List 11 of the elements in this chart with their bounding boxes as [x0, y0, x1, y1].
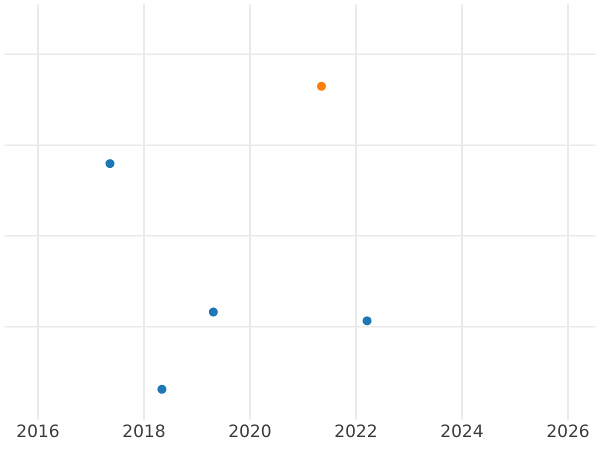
x-tick-label: 2018 [122, 422, 166, 442]
x-tick-label: 2026 [546, 422, 590, 442]
point [157, 384, 166, 394]
point [316, 82, 326, 91]
x-tick-label: 2020 [228, 422, 272, 442]
point [362, 316, 372, 326]
point [105, 159, 114, 168]
x-tick-label: 2024 [440, 422, 484, 442]
x-tick-label: 2022 [334, 422, 378, 442]
point [208, 308, 218, 317]
x-tick-label: 2016 [16, 422, 60, 442]
